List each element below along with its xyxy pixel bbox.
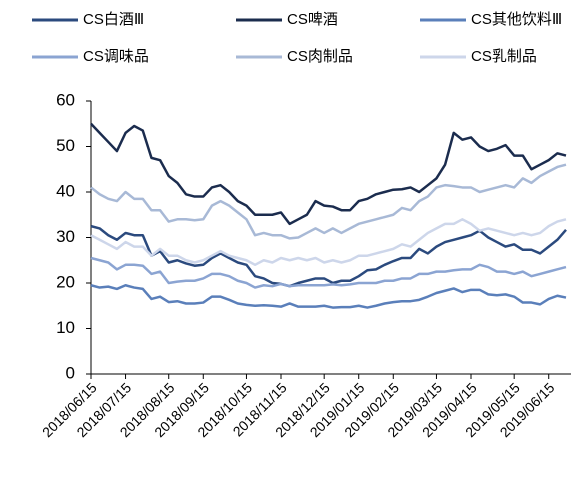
y-tick-label: 10 xyxy=(56,318,75,337)
y-tick-label: 40 xyxy=(56,181,75,200)
y-tick-label: 20 xyxy=(56,272,75,291)
legend-label: CS啤酒 xyxy=(287,11,338,28)
legend-label: CS其他饮料Ⅲ xyxy=(471,11,562,28)
y-tick-label: 0 xyxy=(66,363,75,382)
legend-label: CS乳制品 xyxy=(471,48,537,65)
series-line xyxy=(90,284,567,309)
series-line xyxy=(90,163,567,240)
y-tick-label: 50 xyxy=(56,136,75,155)
y-tick-label: 60 xyxy=(56,90,75,109)
legend-label: CS白酒Ⅲ xyxy=(83,11,144,28)
legend-label: CS肉制品 xyxy=(287,48,353,65)
y-tick-label: 30 xyxy=(56,227,75,246)
series-line xyxy=(90,122,567,226)
series-line xyxy=(90,218,567,267)
series-line xyxy=(90,256,567,289)
legend-label: CS调味品 xyxy=(83,48,149,65)
series-line xyxy=(90,224,567,288)
